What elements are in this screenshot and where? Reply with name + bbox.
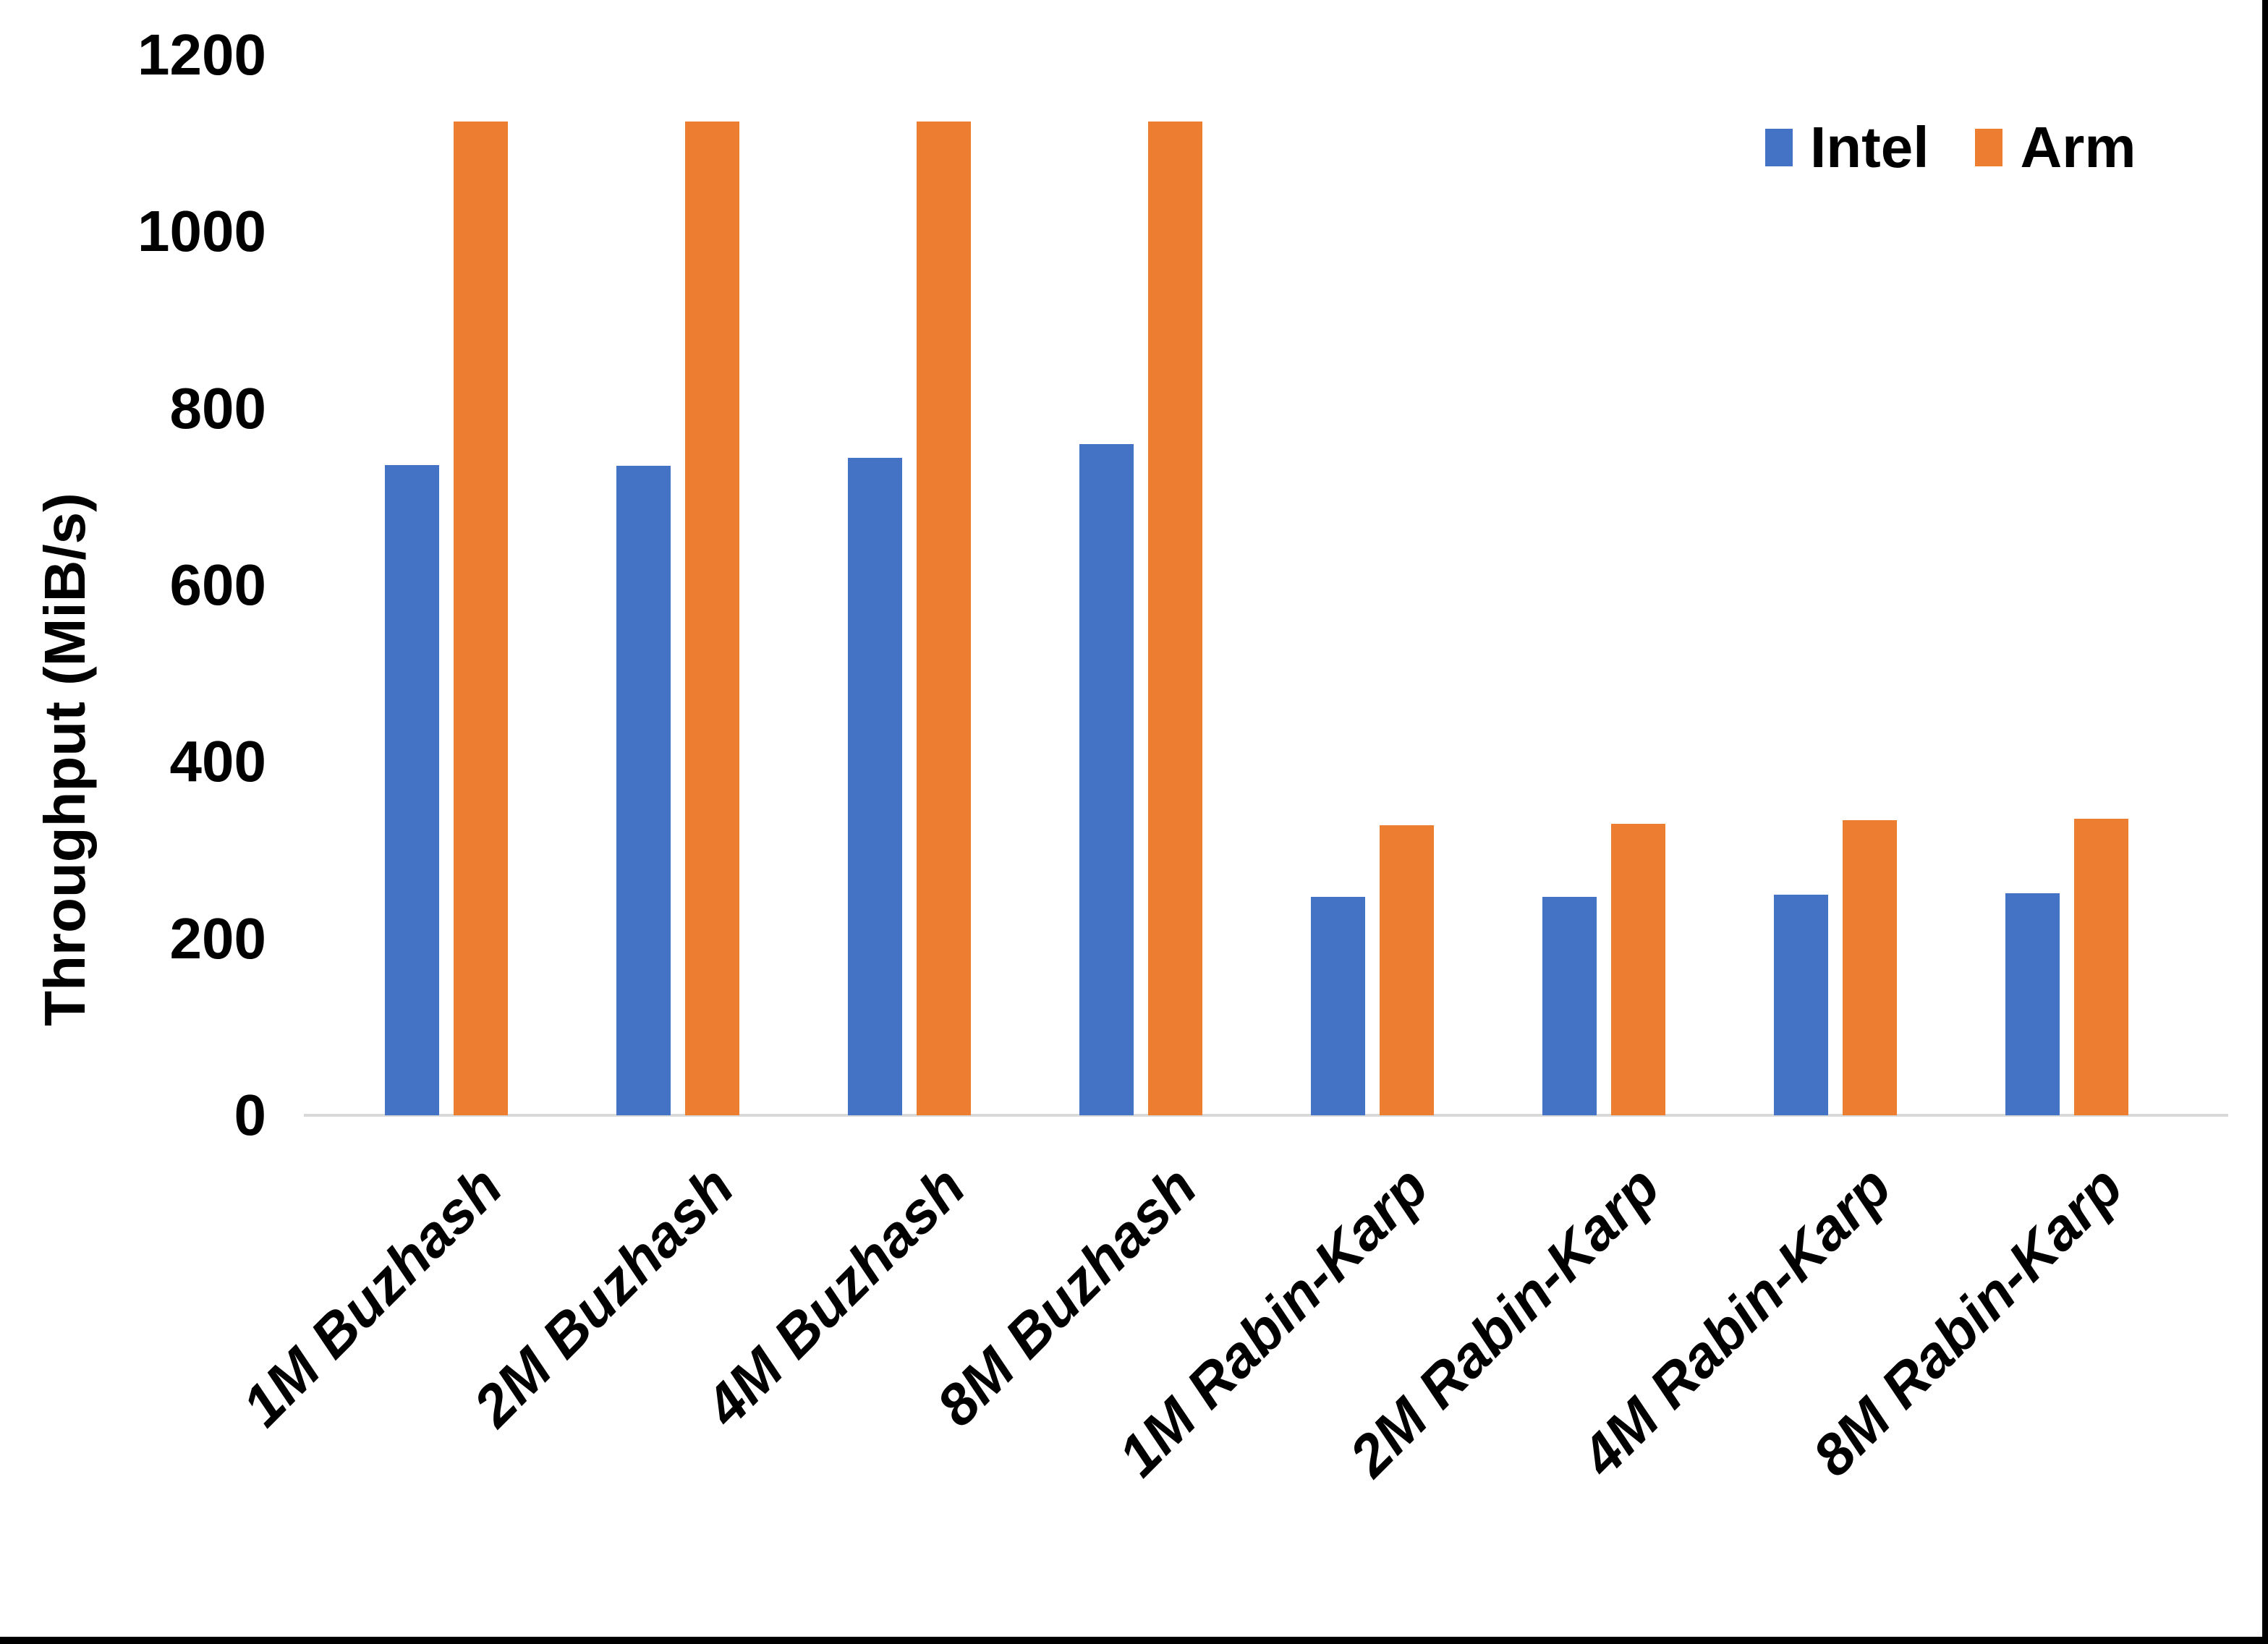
bar-intel-1m-buzhash <box>385 465 439 1115</box>
legend-item-intel: Intel <box>1765 114 1929 181</box>
bar-intel-1m-rabin-karp <box>1311 897 1365 1115</box>
y-tick-label: 800 <box>169 375 266 440</box>
x-axis-line <box>304 1114 2228 1117</box>
window-border-bottom <box>0 1637 2268 1644</box>
y-tick-label: 600 <box>169 553 266 617</box>
y-tick-label: 1200 <box>137 22 266 87</box>
y-tick-label: 0 <box>234 1083 267 1147</box>
legend-swatch-arm-icon <box>1975 129 2003 166</box>
window-border-right <box>2262 0 2268 1644</box>
legend-label-arm: Arm <box>2020 115 2136 179</box>
y-tick-label: 200 <box>169 906 266 971</box>
legend-swatch-intel-icon <box>1765 129 1793 166</box>
y-tick-label: 400 <box>169 729 266 794</box>
bar-arm-1m-buzhash <box>454 122 508 1115</box>
bar-arm-1m-rabin-karp <box>1380 825 1434 1115</box>
x-category-label: 4M Buzhash <box>692 1154 977 1439</box>
legend-item-arm: Arm <box>1975 114 2136 181</box>
x-category-label: 2M Buzhash <box>461 1154 746 1439</box>
bar-arm-4m-buzhash <box>917 122 971 1115</box>
bar-intel-2m-buzhash <box>616 466 671 1115</box>
x-category-label: 4M Rabin-Karp <box>1568 1154 1903 1488</box>
x-category-label: 1M Rabin-Karp <box>1105 1154 1440 1488</box>
bar-intel-8m-rabin-karp <box>2005 893 2060 1115</box>
bar-intel-4m-buzhash <box>848 458 902 1115</box>
bar-arm-8m-buzhash <box>1148 122 1202 1115</box>
bar-arm-2m-rabin-karp <box>1611 824 1665 1115</box>
x-category-label: 8M Buzhash <box>924 1154 1209 1439</box>
bar-arm-4m-rabin-karp <box>1843 820 1897 1115</box>
bar-intel-8m-buzhash <box>1079 444 1134 1115</box>
x-category-label: 8M Rabin-Karp <box>1800 1154 2135 1488</box>
bar-arm-8m-rabin-karp <box>2074 819 2128 1115</box>
x-category-label: 2M Rabin-Karp <box>1337 1154 1672 1488</box>
legend-label-intel: Intel <box>1810 115 1929 179</box>
x-category-label: 1M Buzhash <box>229 1154 514 1439</box>
bar-intel-2m-rabin-karp <box>1542 897 1597 1115</box>
bar-intel-4m-rabin-karp <box>1774 895 1828 1115</box>
legend: Intel Arm <box>1765 114 2136 181</box>
y-tick-label: 1000 <box>137 199 266 264</box>
bar-arm-2m-buzhash <box>685 122 739 1115</box>
